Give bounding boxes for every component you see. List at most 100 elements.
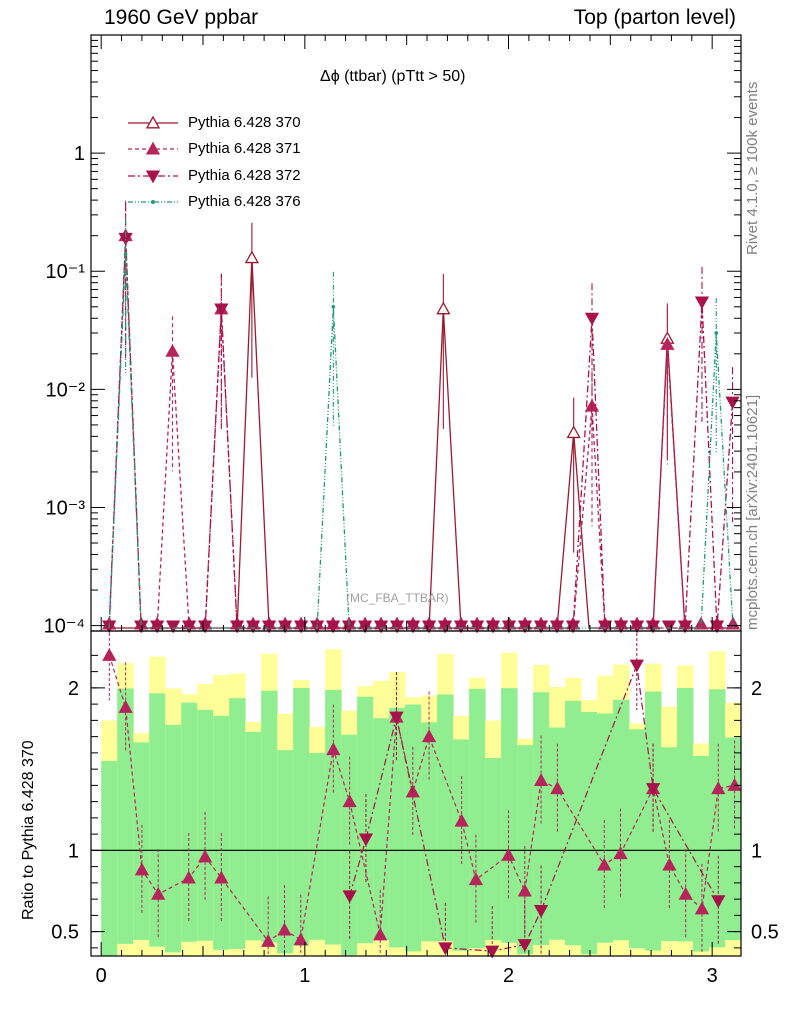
band-green (485, 758, 502, 941)
ratio-371-point (662, 857, 677, 871)
ratio-371-point (181, 870, 196, 884)
series-floor-point-2 (405, 620, 421, 634)
series-floor-point-2 (453, 620, 469, 634)
series-floor-point-2 (166, 620, 181, 634)
ratio-371-point (678, 886, 693, 900)
legend-marker-376 (151, 200, 155, 204)
series-370-point (244, 250, 259, 264)
legend-label-372: Pythia 6.428 372 (188, 167, 301, 184)
ratio-372-point (438, 942, 453, 956)
ratio-371-point (134, 862, 150, 876)
series-floor-point-2 (677, 620, 693, 634)
ratio-371-point (694, 901, 710, 915)
ratio-371-point (151, 886, 166, 900)
series-floor-point-2 (485, 620, 501, 634)
series-372-point (725, 396, 740, 410)
plot-title: Δϕ (ttbar) (pTtt > 50) (320, 68, 466, 85)
legend-markers (128, 115, 178, 204)
axis-ticks: 10⁻⁴ 10⁻³ 10⁻² 10⁻¹ 1 0 1 2 3 0.5 0.5 1 1 2 2 (44, 35, 779, 987)
series-floor-point-2 (198, 620, 213, 634)
band-green (693, 756, 710, 952)
band-green (677, 688, 694, 942)
series-line-0 (109, 257, 734, 629)
band-green (581, 711, 598, 955)
series-floor-point-2 (645, 620, 661, 634)
ratio-y-tick-label-left: 0.5 (51, 922, 79, 944)
ratio-371-point (468, 872, 484, 886)
band-green (245, 731, 262, 941)
series-floor-point-2 (262, 620, 277, 634)
x-tick-label: 3 (707, 965, 718, 987)
band-green (405, 704, 422, 952)
ratio-371-point (118, 700, 133, 713)
ratio-372-point (533, 905, 549, 918)
main-y-tick-label: 10⁻² (46, 379, 86, 401)
ratio-372-point (711, 895, 726, 909)
ratio-uncertainty-bands (101, 649, 742, 956)
series-floor-point-2 (373, 620, 389, 634)
ratio-371-point (550, 781, 565, 795)
series-floor-point-2 (437, 620, 453, 634)
ratio-372-point (389, 711, 404, 725)
series-floor-point-2 (709, 620, 725, 634)
ratio-371-point (293, 932, 308, 946)
series-376-point (123, 252, 128, 256)
band-green (341, 734, 358, 956)
band-green (261, 690, 278, 943)
series-floor-point-2 (246, 620, 261, 634)
series-floor-point-2 (501, 620, 517, 634)
band-green (453, 739, 470, 951)
ratio-371-point (373, 927, 388, 941)
series-floor-point-2 (230, 620, 245, 634)
rivet-version-label: Rivet 4.1.0, ≥ 100k events (744, 81, 761, 255)
series-370-point (566, 425, 581, 439)
band-green (229, 698, 246, 949)
legend-marker-371 (145, 141, 161, 155)
band-green (501, 688, 518, 943)
ratio-y-tick-label-right: 2 (751, 678, 762, 700)
series-floor-point-2 (549, 620, 565, 634)
legend-label-370: Pythia 6.428 370 (188, 114, 301, 131)
band-green (709, 689, 726, 948)
series-line-3 (108, 253, 734, 629)
band-green (117, 688, 134, 944)
band-green (517, 745, 534, 955)
series-floor-point-2 (597, 620, 613, 634)
band-green (629, 729, 646, 949)
series-floor-point-2 (517, 620, 533, 634)
ratio-y-axis-label: Ratio to Pythia 6.428 370 (20, 740, 37, 920)
series-floor-point-2 (326, 620, 341, 634)
main-y-tick-label: 10⁻¹ (46, 261, 86, 283)
series-376-point (714, 331, 719, 335)
series-370-point (436, 301, 451, 315)
ratio-371-point (533, 773, 549, 786)
band-green (597, 713, 614, 943)
ratio-371-point (727, 778, 742, 791)
ratio-372-point (358, 833, 374, 847)
ratio-371-point (277, 922, 292, 936)
series-371-point (660, 337, 675, 350)
series-floor-point-2 (294, 620, 309, 634)
series-floor-point-2 (421, 620, 437, 634)
ratio-371-point (102, 648, 117, 661)
series-floor-point-2 (150, 620, 165, 634)
ratio-371-point (214, 870, 229, 884)
x-tick-label: 1 (299, 965, 310, 987)
header-energy-label: 1960 GeV ppbar (104, 6, 259, 29)
band-green (293, 687, 310, 946)
band-green (421, 722, 438, 942)
band-green (469, 688, 486, 949)
series-floor-point-2 (182, 620, 197, 634)
ratio-372-point (485, 945, 500, 959)
series-372-point (214, 303, 229, 317)
ratio-y-tick-label-right: 1 (751, 840, 762, 862)
ratio-372-point (517, 939, 532, 952)
series-floor-point-2 (613, 620, 629, 634)
series-line-2 (108, 238, 734, 629)
header-process-label: Top (parton level) (573, 6, 736, 29)
ratio-371-point (613, 846, 628, 860)
series-376-point (331, 304, 336, 309)
x-tick-label: 0 (96, 965, 107, 987)
band-green (165, 724, 182, 953)
